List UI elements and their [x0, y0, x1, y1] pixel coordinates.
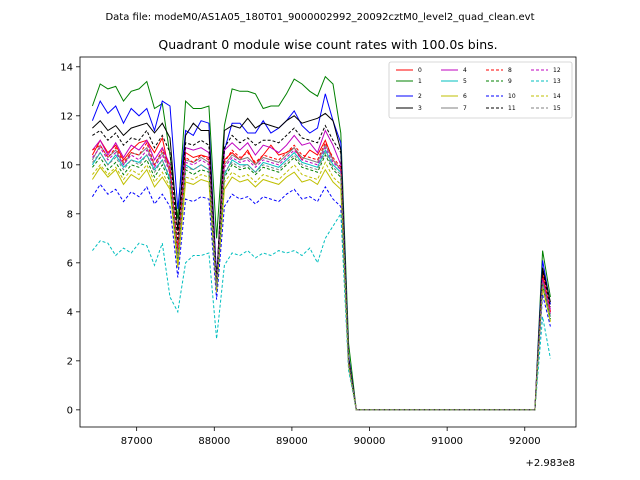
- legend-item-12: 12: [531, 67, 561, 74]
- legend-label: 15: [553, 105, 561, 112]
- x-tick-label: 92000: [509, 436, 541, 447]
- legend-label: 11: [508, 105, 516, 112]
- legend-label: 3: [418, 105, 422, 112]
- series-layer: [91, 75, 551, 411]
- x-tick-label: 88000: [198, 436, 230, 447]
- series-line-15: [92, 151, 551, 411]
- y-axis: 0 2 4 6 8 10 12 14: [60, 62, 80, 416]
- legend-item-3: 3: [396, 105, 422, 112]
- legend-item-4: 4: [441, 67, 467, 74]
- legend-label: 13: [553, 78, 561, 85]
- legend-label: 5: [463, 78, 467, 85]
- legend-item-5: 5: [441, 78, 467, 85]
- y-tick-label: 10: [60, 160, 73, 171]
- chart-title: Quadrant 0 module wise count rates with …: [158, 37, 497, 52]
- y-tick-label: 0: [67, 405, 73, 416]
- legend-label: 6: [463, 93, 467, 100]
- legend-item-14: 14: [531, 93, 561, 100]
- y-tick-label: 8: [67, 209, 73, 220]
- legend-label: 1: [418, 78, 422, 85]
- legend-label: 7: [463, 105, 467, 112]
- legend-label: 12: [553, 67, 561, 74]
- y-tick-label: 14: [60, 62, 73, 73]
- legend-label: 8: [508, 67, 512, 74]
- chart-suptitle: Data file: modeM0/AS1A05_180T01_90000029…: [105, 12, 534, 23]
- legend-item-13: 13: [531, 78, 561, 85]
- legend-label: 9: [508, 78, 512, 85]
- legend-item-1: 1: [396, 78, 422, 85]
- y-tick-label: 6: [67, 258, 73, 269]
- legend-label: 4: [463, 67, 467, 74]
- x-tick-label: 87000: [121, 436, 153, 447]
- x-axis: 87000 88000 89000 90000 91000 92000: [121, 427, 541, 447]
- legend-label: 14: [553, 93, 561, 100]
- legend-item-9: 9: [486, 78, 512, 85]
- legend-item-10: 10: [486, 93, 516, 100]
- x-tick-label: 90000: [354, 436, 386, 447]
- legend-item-0: 0: [396, 67, 422, 74]
- legend-label: 0: [418, 67, 422, 74]
- legend-item-7: 7: [441, 105, 467, 112]
- plot-frame: [79, 56, 577, 428]
- legend-item-6: 6: [441, 93, 467, 100]
- legend-item-2: 2: [396, 93, 422, 100]
- y-tick-label: 4: [67, 307, 73, 318]
- legend-item-15: 15: [531, 105, 561, 112]
- y-tick-label: 12: [60, 111, 73, 122]
- legend-label: 2: [418, 93, 422, 100]
- series-line-13: [92, 212, 551, 411]
- y-tick-label: 2: [67, 356, 73, 367]
- x-tick-label: 89000: [276, 436, 308, 447]
- plot-area: [80, 57, 576, 427]
- x-tick-label: 91000: [431, 436, 463, 447]
- legend-item-11: 11: [486, 105, 516, 112]
- legend-item-8: 8: [486, 67, 512, 74]
- legend-label: 10: [508, 93, 516, 100]
- x-offset-label: +2.983e8: [525, 458, 575, 469]
- legend-frame: [388, 61, 573, 119]
